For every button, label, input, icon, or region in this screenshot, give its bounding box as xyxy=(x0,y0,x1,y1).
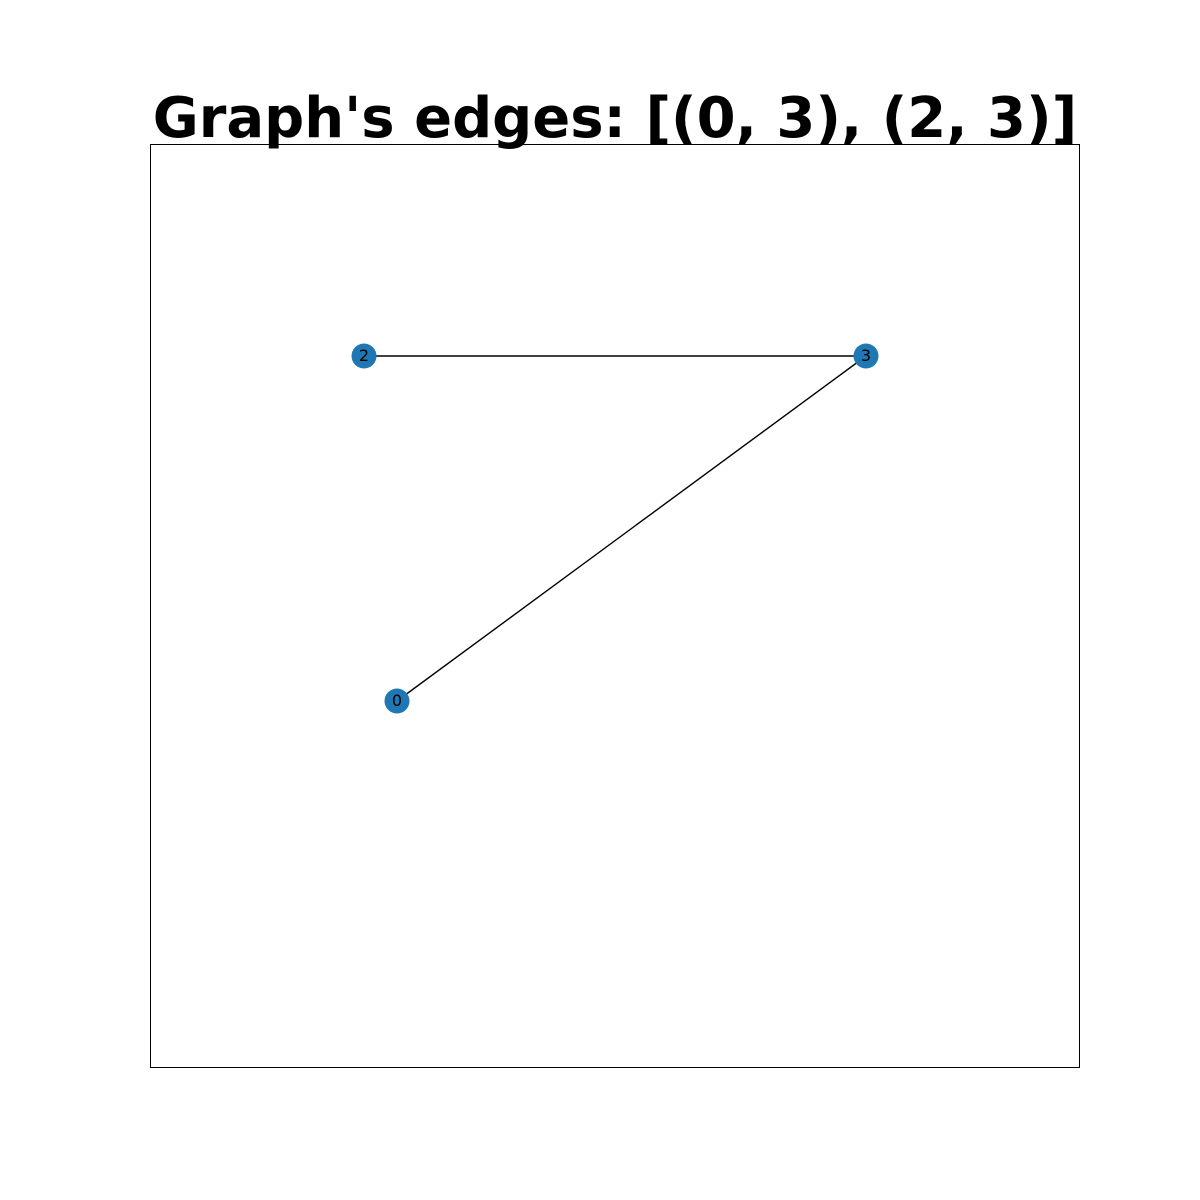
edge-0-3 xyxy=(396,355,867,702)
node-label-3: 3 xyxy=(861,346,871,365)
node-label-0: 0 xyxy=(392,691,402,710)
node-2 xyxy=(351,343,377,369)
node-label-2: 2 xyxy=(359,346,369,365)
plot-frame xyxy=(150,144,1080,1068)
edges-layer xyxy=(364,355,867,702)
figure-title: Graph's edges: [(0, 3), (2, 3)] xyxy=(152,86,1078,151)
node-3 xyxy=(853,343,879,369)
node-0 xyxy=(384,688,410,714)
nodes-layer: 0 2 3 xyxy=(351,343,879,714)
